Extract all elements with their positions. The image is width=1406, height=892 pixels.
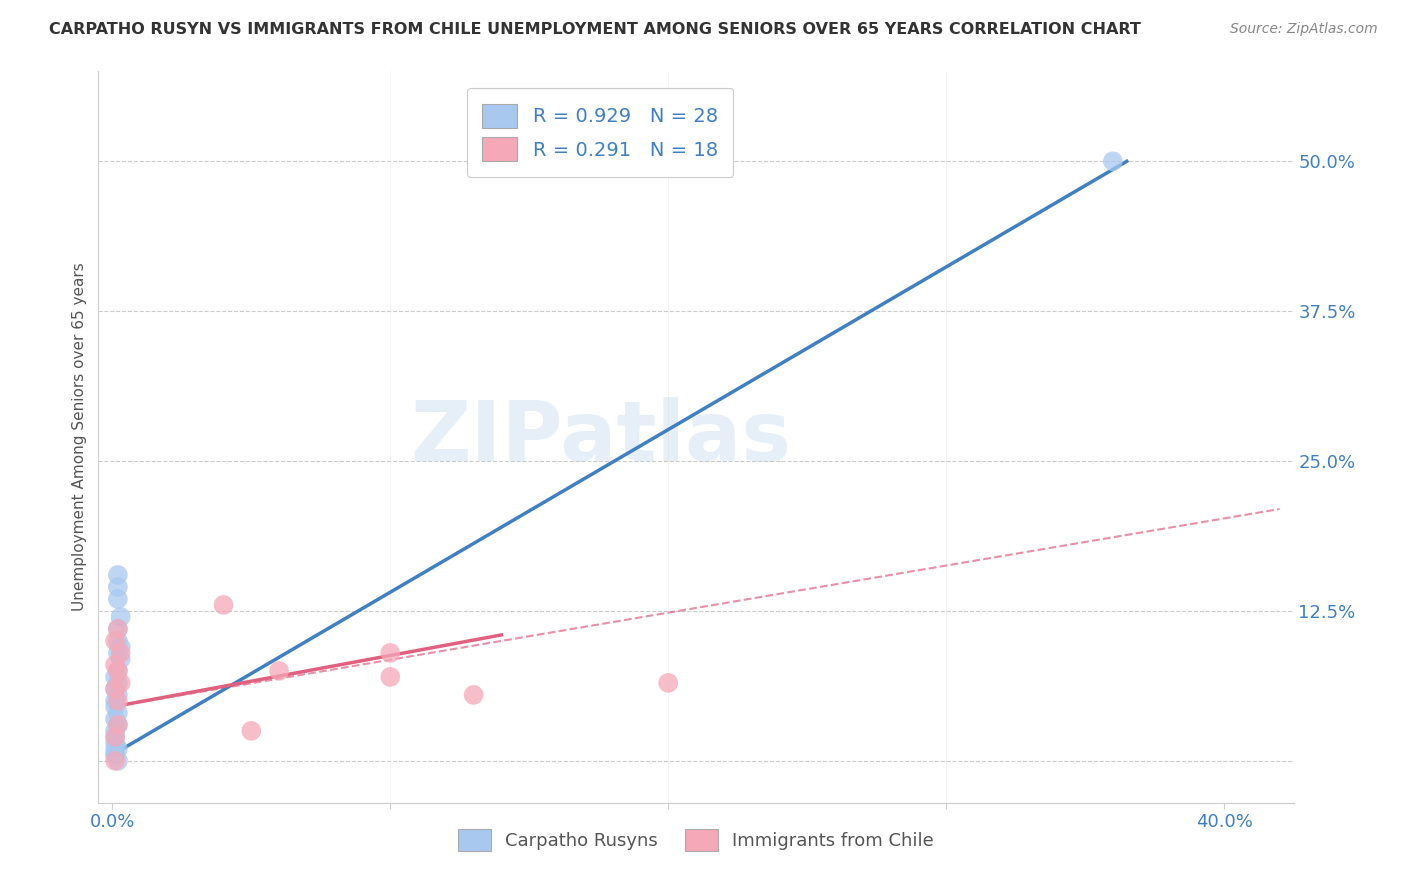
Point <box>107 688 129 702</box>
Point <box>107 754 129 768</box>
Point <box>463 688 485 702</box>
Point <box>104 670 127 684</box>
Point <box>104 723 127 738</box>
Point <box>104 730 127 744</box>
Point <box>104 681 127 696</box>
Point <box>107 664 129 678</box>
Point <box>380 670 402 684</box>
Point <box>380 646 402 660</box>
Text: CARPATHO RUSYN VS IMMIGRANTS FROM CHILE UNEMPLOYMENT AMONG SENIORS OVER 65 YEARS: CARPATHO RUSYN VS IMMIGRANTS FROM CHILE … <box>49 22 1142 37</box>
Y-axis label: Unemployment Among Seniors over 65 years: Unemployment Among Seniors over 65 years <box>72 263 87 611</box>
Point <box>110 676 132 690</box>
Point <box>104 712 127 726</box>
Legend: Carpatho Rusyns, Immigrants from Chile: Carpatho Rusyns, Immigrants from Chile <box>449 820 943 860</box>
Point <box>107 622 129 636</box>
Point <box>104 747 127 762</box>
Point <box>107 742 129 756</box>
Point <box>110 652 132 666</box>
Point <box>107 591 129 606</box>
Point <box>107 676 129 690</box>
Point <box>107 706 129 720</box>
Point <box>110 640 132 654</box>
Point <box>110 610 132 624</box>
Point <box>267 664 290 678</box>
Text: ZIPatlas: ZIPatlas <box>411 397 790 477</box>
Text: Source: ZipAtlas.com: Source: ZipAtlas.com <box>1230 22 1378 37</box>
Point <box>104 754 127 768</box>
Point <box>107 718 129 732</box>
Point <box>104 657 127 672</box>
Point <box>107 646 129 660</box>
Point <box>104 634 127 648</box>
Point <box>1102 154 1125 169</box>
Point <box>240 723 263 738</box>
Point <box>107 568 129 582</box>
Point <box>104 694 127 708</box>
Point <box>104 736 127 750</box>
Point <box>104 699 127 714</box>
Point <box>107 622 129 636</box>
Point <box>212 598 235 612</box>
Point <box>657 676 679 690</box>
Point <box>104 742 127 756</box>
Point <box>107 718 129 732</box>
Point <box>107 664 129 678</box>
Point <box>107 694 129 708</box>
Point <box>107 580 129 594</box>
Point <box>104 730 127 744</box>
Point <box>110 646 132 660</box>
Point <box>107 634 129 648</box>
Point <box>104 681 127 696</box>
Point <box>104 747 127 762</box>
